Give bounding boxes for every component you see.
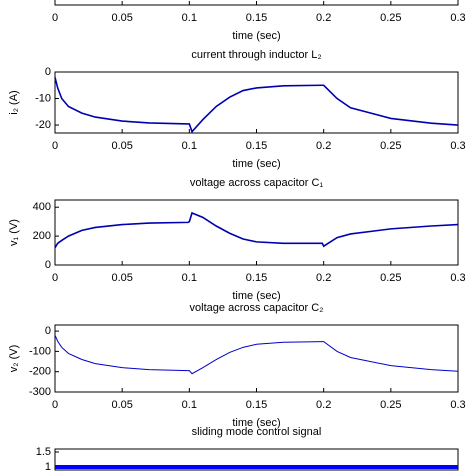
- plot-frame: [54, 324, 459, 393]
- y-tick-label: 0: [45, 259, 51, 271]
- x-tick-label: 0.05: [111, 272, 132, 284]
- x-tick-label: 0.2: [316, 140, 331, 152]
- x-tick-label: 0.25: [380, 272, 401, 284]
- plot-title: sliding mode control signal: [192, 426, 322, 438]
- x-tick-label: 0.2: [316, 12, 331, 24]
- x-tick-label: 0.15: [246, 399, 267, 411]
- y-tick-label: 1: [45, 461, 51, 473]
- x-tick-label: 0.05: [111, 12, 132, 24]
- x-tick-label: 0.3: [450, 399, 465, 411]
- data-line: [54, 77, 459, 134]
- x-tick-label: 0: [52, 399, 58, 411]
- x-tick-label: 0.05: [111, 399, 132, 411]
- x-tick-label: 0.25: [380, 12, 401, 24]
- y-axis-label: i₂ (A): [8, 90, 20, 114]
- x-tick-label: 0.1: [182, 12, 197, 24]
- y-tick-label: 200: [33, 230, 51, 242]
- y-tick-label: -300: [29, 386, 51, 398]
- x-tick-label: 0: [52, 272, 58, 284]
- y-tick-label: -20: [35, 119, 51, 131]
- x-tick-label: 0.2: [316, 272, 331, 284]
- x-axis-label: time (sec): [232, 290, 280, 302]
- x-tick-label: 0.15: [246, 12, 267, 24]
- x-tick-label: 0.15: [246, 272, 267, 284]
- y-tick-label: -100: [29, 345, 51, 357]
- x-tick-label: 0.3: [450, 140, 465, 152]
- x-tick-label: 0.1: [182, 399, 197, 411]
- plot-title: voltage across capacitor C₂: [190, 302, 324, 314]
- x-axis-label: time (sec): [232, 158, 280, 170]
- data-line: [54, 334, 459, 375]
- plot-frame: [54, 71, 459, 134]
- plot-title: voltage across capacitor C₁: [190, 177, 324, 189]
- x-tick-label: 0.25: [380, 140, 401, 152]
- y-tick-label: -10: [35, 92, 51, 104]
- x-axis-label: time (sec): [232, 417, 280, 429]
- x-tick-label: 0.3: [450, 272, 465, 284]
- y-axis-label: v₁ (V): [8, 219, 20, 246]
- x-tick-label: 0.2: [316, 399, 331, 411]
- x-tick-label: 0.25: [380, 399, 401, 411]
- data-line: [54, 211, 459, 249]
- x-axis-label: time (sec): [232, 30, 280, 42]
- plot-frame: [54, 448, 459, 471]
- x-tick-label: 0.1: [182, 140, 197, 152]
- y-tick-label: -200: [29, 366, 51, 378]
- x-tick-label: 0.1: [182, 272, 197, 284]
- y-tick-label: 400: [33, 201, 51, 213]
- x-tick-label: 0.15: [246, 140, 267, 152]
- x-tick-label: 0: [52, 140, 58, 152]
- plot-frame: [54, 199, 459, 266]
- y-tick-label: 0: [45, 325, 51, 337]
- y-axis-label: v₂ (V): [8, 345, 20, 373]
- y-tick-label: 0: [45, 66, 51, 78]
- plot-title: current through inductor L₂: [191, 49, 321, 61]
- x-tick-label: 0.3: [450, 12, 465, 24]
- x-tick-label: 0.05: [111, 140, 132, 152]
- x-tick-label: 0: [52, 12, 58, 24]
- y-tick-label: 1.5: [36, 446, 51, 458]
